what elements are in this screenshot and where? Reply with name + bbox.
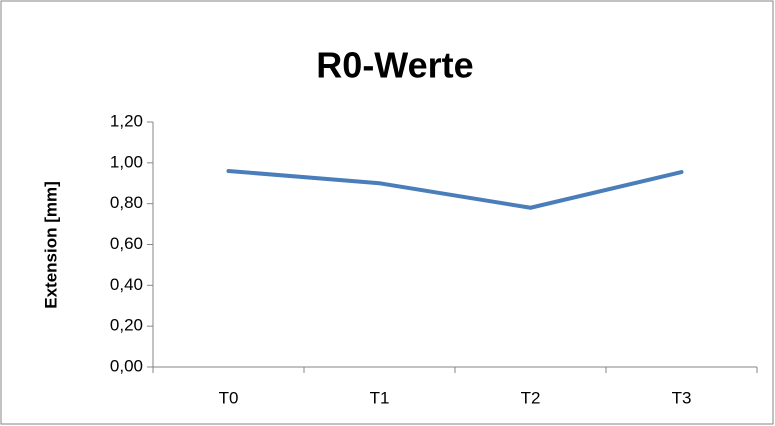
y-tick-label: 0,80 <box>110 193 143 212</box>
y-axis-label: Extension [mm] <box>41 181 60 309</box>
y-tick-label: 0,00 <box>110 356 143 375</box>
x-tick-label: T2 <box>521 388 541 407</box>
x-tick-label: T1 <box>370 388 390 407</box>
y-tick-label: 0,20 <box>110 316 143 335</box>
line-series <box>226 169 684 210</box>
y-tick-label: 0,40 <box>110 275 143 294</box>
y-tick-label: 1,00 <box>110 152 143 171</box>
x-tick-label: T3 <box>672 388 692 407</box>
y-tick-label: 1,20 <box>110 111 143 130</box>
y-tick-label: 0,60 <box>110 234 143 253</box>
x-tick-label: T0 <box>219 388 239 407</box>
chart-title: R0-Werte <box>316 45 473 86</box>
